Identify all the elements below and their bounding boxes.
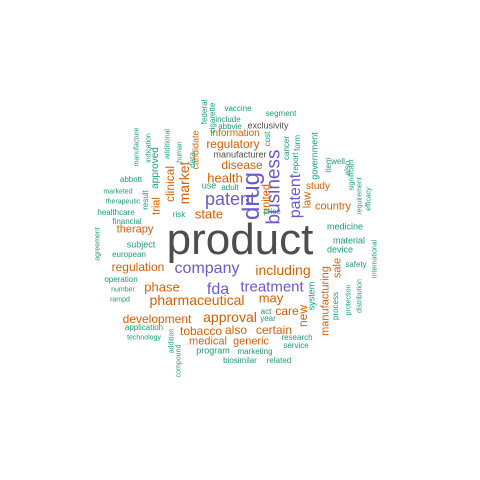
word-additional: additional [164, 129, 172, 159]
word-treatment: treatment [240, 278, 304, 296]
word-generic: generic [232, 335, 270, 348]
word-distribution: distribution [356, 279, 364, 313]
word-agreement: agreement [94, 227, 102, 261]
word-protection: protection [345, 284, 353, 316]
word-number: number [111, 286, 135, 294]
word-manufacturing: manufacturing [319, 266, 332, 336]
word-regulatory: regulatory [206, 137, 260, 151]
word-report: report [291, 152, 300, 174]
word-health: health [207, 170, 243, 186]
word-disease: disease [221, 158, 263, 172]
word-exclusivity: exclusivity [247, 120, 289, 131]
word-care: care [275, 304, 299, 318]
word-adult: adult [221, 183, 239, 192]
word-safety: safety [345, 260, 367, 269]
word-company: company [174, 260, 240, 277]
word-manufacture: manufacture [133, 127, 141, 167]
word-marketing: marketing [237, 347, 273, 356]
word-development: development [122, 312, 192, 326]
word-cigarette: cigarette [208, 102, 217, 134]
word-approval: approval [203, 309, 257, 325]
word-data: data [188, 152, 197, 168]
word-abbott: abbott [119, 175, 143, 184]
word-country: country [314, 200, 352, 213]
word-therapeutic: therapeutic [105, 198, 141, 206]
word-use: use [201, 180, 217, 191]
word-year: year [260, 314, 276, 323]
word-result: result [141, 190, 150, 210]
word-including: including [255, 262, 311, 278]
word-medical: medical [189, 335, 227, 348]
word-medicine: medicine [326, 221, 364, 232]
word-patent: patent [204, 189, 256, 209]
word-market: market [176, 161, 192, 205]
word-trial: trial [150, 197, 163, 215]
word-therapy: therapy [116, 223, 154, 236]
word-operation: operation [104, 275, 138, 284]
word-european: european [112, 250, 146, 259]
word-material: material [332, 235, 366, 246]
word-efficacy: efficacy [365, 187, 373, 211]
word-product: product [166, 215, 314, 264]
word-addition: addition [168, 328, 176, 354]
word-process: process [331, 291, 340, 321]
word-vaccine: vaccine [224, 104, 252, 113]
word-study: study [306, 181, 330, 192]
word-also: also [224, 323, 248, 337]
word-compound: compound [175, 344, 183, 378]
word-form: form [293, 135, 302, 151]
word-clinical: clinical [163, 165, 177, 203]
word-rampd: rampd [110, 296, 130, 304]
word-also2: also [343, 160, 352, 176]
word-application: application [124, 323, 164, 332]
word-information: information [210, 128, 260, 139]
word-price: price [263, 207, 281, 216]
word-include: include [215, 115, 241, 124]
word-related: related [266, 356, 292, 365]
word-phase: phase [144, 279, 180, 295]
word-well: well [331, 157, 345, 166]
word-technology: technology [127, 334, 161, 342]
word-act: act [260, 307, 272, 316]
word-requirement: requirement [356, 177, 364, 215]
word-abbvie: abbvie [218, 122, 242, 131]
word-certain: certain [255, 323, 293, 337]
word-international: international [371, 239, 379, 279]
word-indication: indication [145, 133, 153, 163]
word-financial: financial [112, 217, 142, 226]
word-tobacco: tobacco [179, 324, 223, 338]
word-system: system [306, 281, 317, 311]
word-federal: federal [200, 99, 209, 125]
word-segment: segment [265, 109, 297, 118]
word-pharmaceutical: pharmaceutical [149, 292, 245, 308]
word-marketed: marketed [103, 188, 133, 196]
word-government: government [309, 132, 320, 180]
word-biosimilar: biosimilar [223, 356, 257, 365]
word-cancer: cancer [282, 135, 291, 161]
word-law: law [301, 191, 314, 209]
word-human: human [176, 141, 184, 163]
word-manufacturer: manufacturer [213, 149, 267, 160]
word-fda: fda [206, 281, 230, 298]
word-device: device [326, 244, 354, 255]
word-program: program [196, 345, 230, 356]
word-subject: subject [126, 239, 156, 250]
word-state: state [194, 206, 224, 222]
word-may: may [258, 290, 284, 306]
word-regulation: regulation [111, 260, 165, 274]
word-research: research [281, 333, 313, 342]
word-cost: cost [263, 131, 272, 147]
word-service: service [283, 341, 309, 350]
word-sale: sale [331, 257, 344, 279]
word-risk: risk [172, 210, 186, 219]
word-approved: approved [150, 147, 161, 189]
word-healthcare: healthcare [97, 208, 135, 217]
